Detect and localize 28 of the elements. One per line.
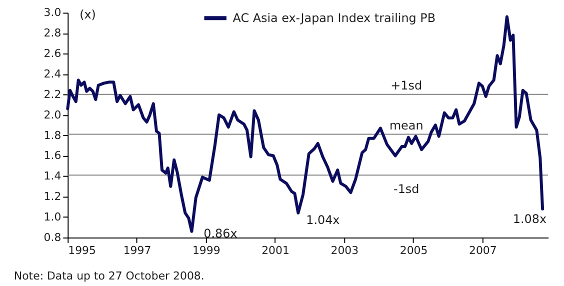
x-tick-label: 2003 [330,244,359,257]
x-tick-label: 2007 [468,244,497,257]
y-tick-label: 2.2 [44,88,62,101]
y-axis-title: (x) [80,8,96,22]
y-tick-label: 0.8 [44,230,62,244]
y-tick-label: 1.0 [44,210,62,224]
y-tick-label: 1.6 [44,149,62,162]
ref-line-label: +1sd [390,78,422,92]
legend-label: AC Asia ex-Japan Index trailing PB [232,11,436,26]
annotation: 0.86x [204,226,238,240]
text: Note: Data up to 27 October 2008. [14,269,204,282]
y-tick-label: 2.8 [44,26,62,40]
y-tick-label: 2.0 [44,108,62,122]
y-tick-label: 1.4 [44,170,62,183]
y-tick-label: 2.6 [44,47,62,60]
x-tick-label: 2001 [262,244,290,257]
annotation: 1.08x [512,212,547,226]
ref-line-label: -1sd [394,182,420,196]
x-tick-label: 1995 [68,244,96,257]
x-tick-label: 1999 [192,244,220,257]
y-tick-label: 1.8 [44,128,62,142]
y-tick-label: 3.0 [44,6,62,20]
x-tick-label: 1997 [123,244,152,257]
y-tick-label: 1.2 [44,190,62,204]
ref-line-label: mean [389,118,424,132]
y-tick-label: 2.4 [44,67,62,80]
annotation: 1.04x [306,212,340,227]
x-tick-label: 2005 [400,244,428,257]
